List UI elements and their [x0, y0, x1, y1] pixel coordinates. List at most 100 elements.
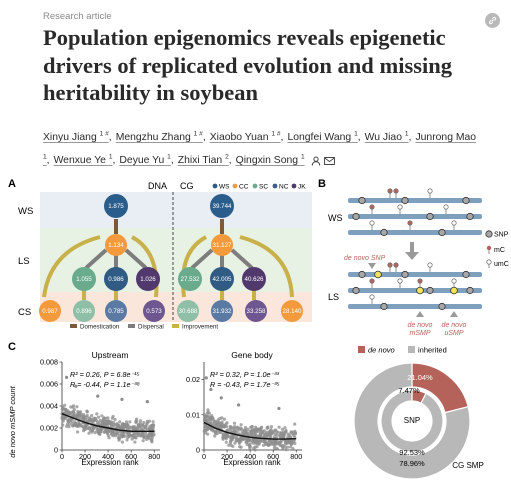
author-link[interactable]: Xinyu Jiang 1 #: [43, 131, 109, 143]
scatter-point: [127, 426, 131, 431]
author-separator: ,: [108, 132, 112, 144]
cg-label: CG: [180, 181, 194, 191]
scatter-point: [126, 432, 130, 436]
scatter-point: [79, 423, 83, 427]
author-link[interactable]: Wu Jiao 1: [365, 131, 409, 143]
legend-cc: CC: [239, 184, 249, 191]
scatter-point: [243, 429, 247, 433]
legend-jk: JK: [298, 184, 306, 191]
scatter-point: [90, 430, 94, 434]
scatter-point: [209, 387, 213, 392]
scatter-point: [213, 434, 217, 438]
key-swatch-improvement: [172, 324, 179, 328]
scatter-point: [71, 423, 75, 428]
mc-markers: [369, 188, 423, 288]
y-tick-label: 0: [196, 446, 200, 455]
dna-node-cs-jk-value: 0.573: [146, 308, 162, 315]
scatter-point: [238, 428, 242, 432]
de-novo-msmp-pointer: [416, 311, 424, 317]
scatter-point: [203, 418, 207, 422]
copy-link-button[interactable]: [485, 13, 500, 28]
person-icon[interactable]: [311, 156, 321, 166]
y-tick-label: 0.01: [186, 410, 200, 419]
legend-swatch-jk: [291, 183, 297, 189]
scatter-point: [224, 422, 228, 426]
scatter-point: [93, 431, 97, 435]
scatter-point: [236, 403, 241, 407]
envelope-icon[interactable]: [323, 156, 335, 166]
author-link[interactable]: Qingxin Song 1: [236, 154, 305, 166]
cg-node-cs-cc-value: 28.140: [283, 308, 302, 315]
scatter-point: [286, 445, 290, 449]
donut-inner-label: SNP: [404, 416, 420, 425]
cg-node-cs-jk: [245, 300, 267, 322]
scatter-point: [145, 400, 149, 404]
plot-genebody: 0 200 400 600 800 0 0.01 0.02: [186, 362, 302, 461]
dna-node-ls-jk-value: 1.026: [140, 276, 156, 283]
donut-legend-de-novo-swatch: [358, 346, 365, 353]
scatter-point: [286, 432, 290, 436]
author-link[interactable]: Xiaobo Yuan 1 #: [210, 131, 281, 143]
row-label-ws: WS: [18, 206, 33, 217]
dna-tree-nodes: 1.875 1.134 1.055 0.986 1.026 0.987 0.89…: [39, 194, 165, 322]
ws-chromosomes: [348, 198, 482, 235]
dna-node-ls-sc-value: 1.055: [76, 276, 92, 283]
dna-node-cs-sc-value: 0.896: [76, 308, 92, 315]
scatter-point: [279, 440, 283, 444]
scatter-point: [69, 405, 73, 409]
author-link[interactable]: Wenxue Ye 1: [53, 154, 113, 167]
scatter-point: [90, 419, 94, 423]
scatter-point: [96, 394, 100, 398]
author-list: Xinyu Jiang 1 #, Mengzhu Zhang 1 #, Xiaobo…: [43, 125, 503, 171]
author-link[interactable]: Deyue Yu 1: [119, 154, 170, 166]
cg-node-ls-mid: [211, 234, 233, 256]
scatter-point: [121, 431, 126, 435]
scatter-point: [134, 419, 138, 423]
scatter-point: [258, 439, 262, 443]
scatter-point: [133, 440, 137, 444]
scatter-point: [293, 431, 297, 435]
scatter-point: [243, 437, 247, 441]
donut-outer-inherited-pct: 78.96%: [399, 459, 425, 468]
de-novo-snp-label: de novo SNP: [344, 255, 386, 262]
scatter-point: [71, 404, 76, 408]
scatter-point: [259, 426, 263, 430]
de-novo-msmp-label: de novo mSMP: [408, 322, 433, 337]
author-link[interactable]: Mengzhu Zhang 1 #: [116, 131, 203, 143]
panel-a-label: A: [8, 178, 16, 190]
de-novo-usmp-marker: [450, 286, 458, 295]
scatter-point: [82, 413, 86, 417]
plot-genebody-stat2: R = -0.43, P = 1.7e⁻³⁵: [210, 380, 280, 389]
donut-inner-inherited-slice: [380, 389, 444, 453]
scatter-point: [281, 446, 285, 450]
scatter-point: [221, 432, 225, 436]
author-name: Wenxue Ye: [53, 155, 106, 167]
key-domestication: Domestication: [80, 324, 120, 331]
scatter-point: [263, 433, 267, 437]
scatter-point: [96, 420, 100, 424]
y-tick-label: 0: [54, 446, 58, 455]
x-tick-label: 600: [125, 452, 137, 461]
legend-mc-marker: [486, 245, 492, 251]
scatter-point: [151, 433, 155, 438]
scatter-point: [117, 438, 121, 442]
scatter-point: [267, 433, 271, 437]
scatter-point: [118, 420, 122, 424]
scatter-point: [289, 438, 293, 442]
cg-tree-arrows: [181, 219, 294, 300]
x-tick-label: 0: [60, 452, 64, 461]
panel-b-label: B: [318, 178, 326, 190]
author-link[interactable]: Junrong Mao 1: [43, 132, 476, 166]
scatter-point: [217, 430, 222, 434]
donut-legend-inherited: inherited: [418, 346, 447, 355]
author-link[interactable]: Zhixi Tian 2: [178, 154, 229, 166]
scatter-point: [77, 422, 81, 426]
panel-b-ws-label: WS: [328, 213, 343, 223]
author-link[interactable]: Longfei Wang 1: [287, 131, 357, 143]
plot-upstream-stat1: R² = 0.26, P = 6.8e⁻¹⁵: [70, 370, 140, 379]
donut-outer-de-novo-pct: 21.04%: [407, 373, 433, 382]
scatter-point: [113, 417, 117, 422]
x-tick-label: 400: [244, 452, 256, 461]
cg-node-cs-nc: [211, 300, 233, 322]
scatter-point: [75, 405, 79, 409]
